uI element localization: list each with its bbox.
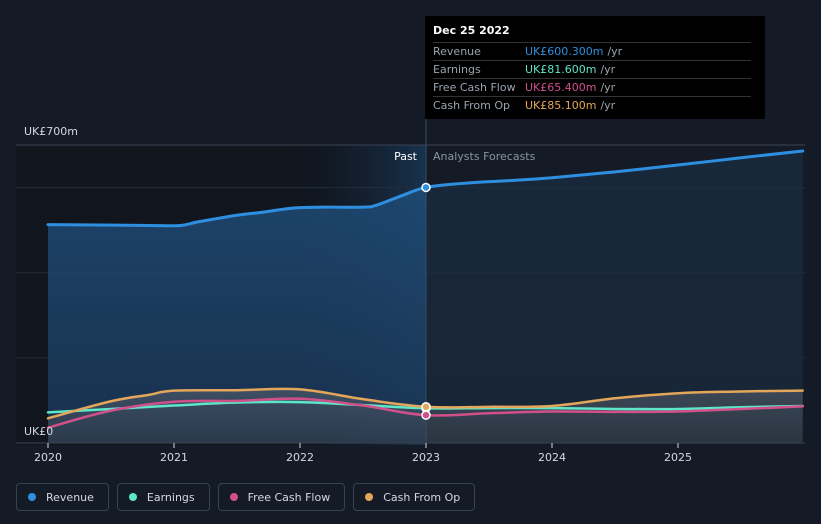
tooltip-date: Dec 25 2022 xyxy=(433,24,510,37)
tooltip-label: Earnings xyxy=(433,63,481,76)
fcf-marker xyxy=(421,410,431,420)
legend-dot-icon xyxy=(128,493,137,501)
past-label: Past xyxy=(394,150,418,163)
legend-dot-icon xyxy=(365,493,374,501)
tooltip-row-revenue: Revenue UK£600.300m /yr xyxy=(433,42,751,60)
tooltip-value: UK£65.400m xyxy=(525,81,597,94)
legend-label: Cash From Op xyxy=(383,490,461,504)
y-axis-bottom-label: UK£0 xyxy=(24,425,53,438)
tooltip-row-earnings: Earnings UK£81.600m /yr xyxy=(433,60,751,78)
y-axis-top-label: UK£700m xyxy=(24,125,78,138)
tooltip-row-cash-from-op: Cash From Op UK£85.100m /yr xyxy=(433,96,751,114)
tooltip-value: UK£81.600m xyxy=(525,63,597,76)
hover-markers xyxy=(421,182,431,420)
legend-label: Free Cash Flow xyxy=(247,490,331,504)
legend-label: Revenue xyxy=(46,490,94,504)
revenue-marker xyxy=(421,182,431,193)
x-tick-label: 2020 xyxy=(34,451,62,464)
tooltip-unit: /yr xyxy=(607,45,623,58)
tooltip-label: Cash From Op xyxy=(433,99,511,112)
tooltip-unit: /yr xyxy=(600,63,616,76)
tooltip: Dec 25 2022 Revenue UK£600.300m /yr Earn… xyxy=(425,16,765,119)
legend: Revenue Earnings Free Cash Flow Cash Fro… xyxy=(16,483,476,511)
legend-item-free-cash-flow[interactable]: Free Cash Flow xyxy=(217,483,346,511)
cfo-line xyxy=(46,387,804,420)
forecast-label: Analysts Forecasts xyxy=(433,150,536,163)
legend-dot-icon xyxy=(28,493,36,501)
x-tick-label: 2024 xyxy=(538,451,566,464)
revenue-area-past xyxy=(48,187,426,443)
tooltip-label: Free Cash Flow xyxy=(433,81,516,94)
tooltip-unit: /yr xyxy=(600,81,616,94)
legend-label: Earnings xyxy=(146,490,195,504)
tooltip-label: Revenue xyxy=(433,45,481,58)
legend-item-earnings[interactable]: Earnings xyxy=(116,483,210,511)
legend-dot-icon xyxy=(229,493,238,501)
tooltip-value: UK£600.300m xyxy=(525,45,604,58)
tooltip-unit: /yr xyxy=(600,99,616,112)
revenue-line xyxy=(46,149,805,228)
legend-item-cash-from-op[interactable]: Cash From Op xyxy=(353,483,476,511)
legend-item-revenue[interactable]: Revenue xyxy=(16,483,109,511)
tooltip-row-free-cash-flow: Free Cash Flow UK£65.400m /yr xyxy=(433,78,751,96)
x-tick-label: 2022 xyxy=(286,451,314,464)
x-tick-label: 2021 xyxy=(160,451,188,464)
x-tick-label: 2025 xyxy=(664,451,692,464)
tooltip-value: UK£85.100m xyxy=(525,99,597,112)
cfo-marker xyxy=(421,402,431,412)
x-axis-ticks: 2020 2021 2022 2023 2024 2025 xyxy=(16,442,805,464)
revenue-area-forecast xyxy=(426,150,803,443)
x-tick-label: 2023 xyxy=(412,451,440,464)
